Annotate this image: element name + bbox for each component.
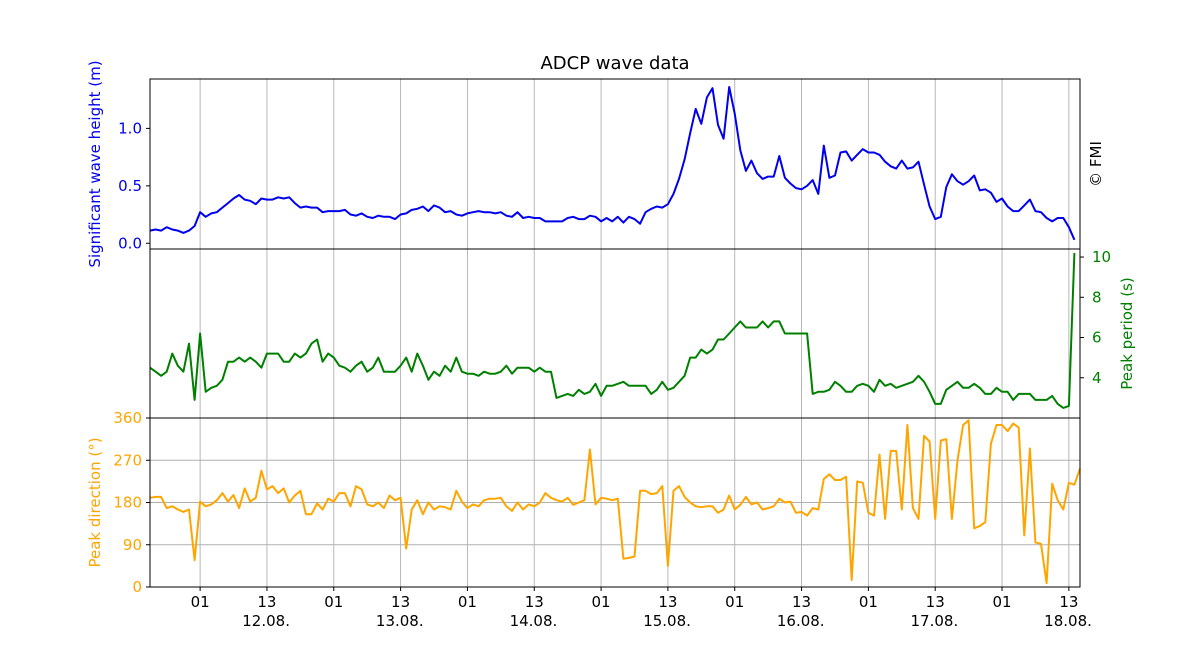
x-tick-label: 01 [324,593,343,611]
x-tick-label: 01 [859,593,878,611]
peak-direction-frame [149,417,1081,588]
peak-period-series-line [149,252,1076,409]
x-tick-label: 13 [1059,593,1078,611]
chart-title: ADCP wave data [540,53,689,74]
wave-height-ytick-label: 1.0 [118,119,142,137]
wave-height-series-line [149,86,1076,241]
x-tick-label: 13 [391,593,410,611]
x-date-label: 13.08. [376,612,424,630]
peak-direction-ytick-label: 360 [113,409,142,427]
wave-height-ylabel: Significant wave height (m) [86,60,104,267]
peak-period-ytick-label: 6 [1092,329,1102,347]
x-tick-label: 01 [992,593,1011,611]
peak-direction-series-line [149,419,1081,585]
x-tick-label: 01 [725,593,744,611]
peak-period-ytick-label: 10 [1092,248,1111,266]
peak-direction-ytick-label: 180 [113,494,142,512]
x-tick-label: 13 [658,593,677,611]
wave-height-panel: 0.0 0.5 1.0 Significant wave height (m) [86,60,1081,268]
x-tick-label: 13 [257,593,276,611]
x-date-label: 17.08. [911,612,959,630]
x-date-label: 14.08. [510,612,558,630]
peak-period-ytick-label: 4 [1092,369,1102,387]
wave-height-ytick-label: 0.5 [118,177,142,195]
x-tick-label: 13 [525,593,544,611]
fmi-watermark: © FMI [1087,141,1105,187]
peak-direction-ytick-label: 0 [132,578,142,596]
x-tick-label: 01 [458,593,477,611]
peak-period-ytick-label: 8 [1092,288,1102,306]
x-date-label: 18.08. [1044,612,1092,630]
x-tick-label: 01 [191,593,210,611]
x-tick-label: 13 [926,593,945,611]
x-tick-label: 13 [792,593,811,611]
x-date-label: 16.08. [777,612,825,630]
peak-direction-ytick-label: 90 [123,536,142,554]
peak-direction-ytick-label: 270 [113,451,142,469]
x-date-label: 15.08. [643,612,691,630]
peak-direction-panel: 0 90 180 270 360 Peak direction (°) [86,409,1081,596]
peak-period-ylabel: Peak period (s) [1118,277,1136,389]
peak-direction-ylabel: Peak direction (°) [86,437,104,567]
x-tick-label: 01 [592,593,611,611]
wave-height-ytick-label: 0.0 [118,234,142,252]
x-date-label: 12.08. [242,612,290,630]
